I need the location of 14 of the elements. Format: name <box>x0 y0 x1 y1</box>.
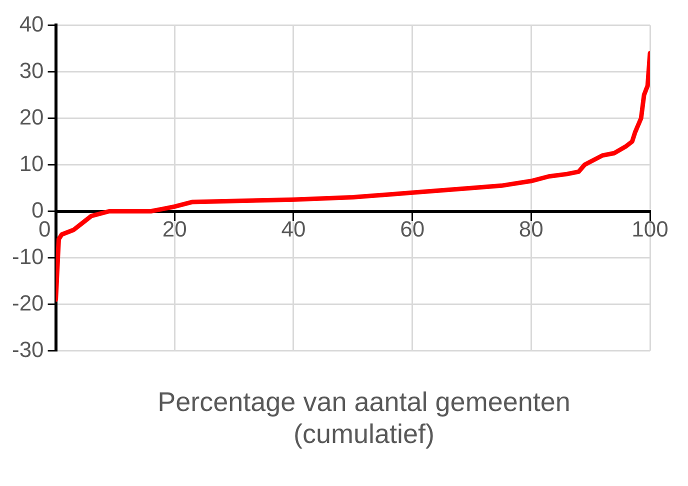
y-tick-label: -20 <box>12 290 44 316</box>
y-tick-label: 10 <box>19 150 44 176</box>
x-axis-title: Percentage van aantal gemeenten (cumulatief) <box>156 386 572 451</box>
y-tick-label: -30 <box>12 336 44 362</box>
x-tick-label: 40 <box>281 216 306 242</box>
y-tick-label: 40 <box>19 11 44 36</box>
y-tick-label: -10 <box>12 244 44 269</box>
x-tick-label: 80 <box>518 216 544 242</box>
y-tick-label: 30 <box>19 58 44 83</box>
x-tick-label: 60 <box>400 216 425 242</box>
x-tick-label: 20 <box>162 216 187 242</box>
x-tick-label: 100 <box>632 216 668 242</box>
y-tick-label: 0 <box>32 197 44 222</box>
y-tick-label: 20 <box>19 104 44 130</box>
